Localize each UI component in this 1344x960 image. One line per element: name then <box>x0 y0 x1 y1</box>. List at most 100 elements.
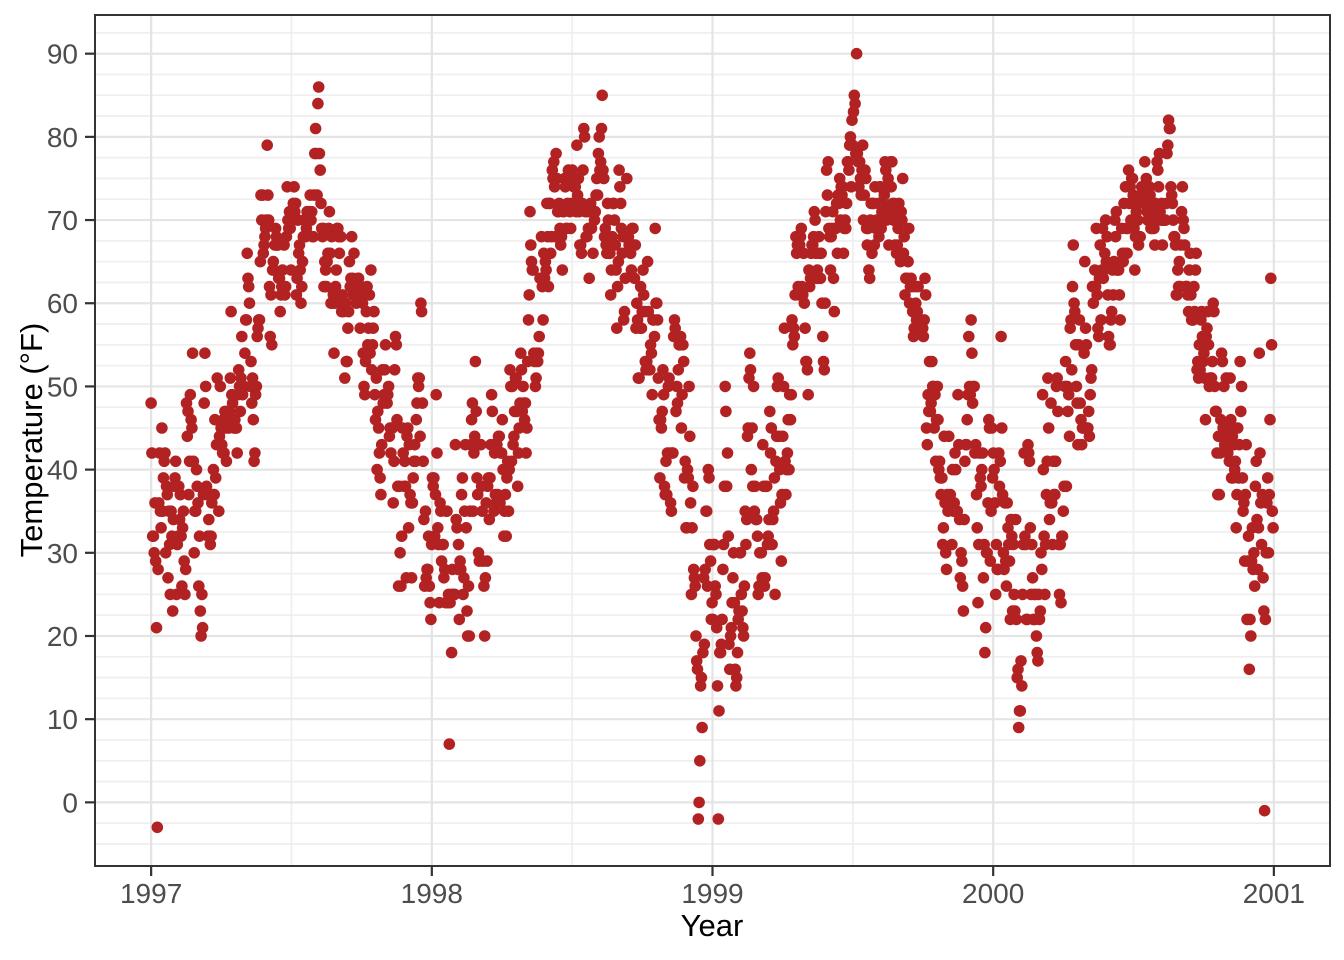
data-point <box>305 205 318 218</box>
data-point <box>413 372 426 384</box>
data-point <box>840 197 853 210</box>
data-point <box>379 339 392 351</box>
data-point <box>1248 580 1261 592</box>
data-point <box>1259 613 1272 626</box>
data-point <box>369 388 381 401</box>
data-point <box>801 364 814 376</box>
data-point <box>1036 563 1048 576</box>
data-point <box>262 214 275 226</box>
data-point <box>335 230 347 243</box>
data-point <box>307 230 320 243</box>
data-point <box>1165 189 1178 201</box>
data-point <box>183 488 195 501</box>
data-point <box>416 397 429 409</box>
data-point <box>441 505 453 517</box>
data-point <box>214 380 227 393</box>
data-point <box>578 131 591 143</box>
data-point <box>449 438 462 451</box>
data-point <box>1206 355 1219 368</box>
data-point <box>274 305 287 318</box>
data-point <box>849 97 861 110</box>
data-point <box>242 272 254 285</box>
data-point <box>1052 405 1064 418</box>
data-point <box>1176 181 1189 193</box>
data-point <box>657 364 669 376</box>
data-point <box>881 205 894 218</box>
data-point <box>1162 139 1174 151</box>
data-point <box>394 547 406 559</box>
data-point <box>1266 505 1279 517</box>
y-tick-label: 30 <box>47 538 78 569</box>
data-point <box>1231 422 1244 434</box>
data-point <box>1099 214 1112 226</box>
data-point <box>710 588 722 601</box>
data-point <box>525 239 537 251</box>
data-point <box>1225 413 1237 426</box>
data-point <box>1267 522 1279 534</box>
data-point <box>1254 447 1266 459</box>
data-point <box>767 505 780 517</box>
data-point <box>966 347 978 360</box>
data-point <box>1034 605 1047 617</box>
data-point <box>156 422 168 434</box>
data-point <box>667 447 679 459</box>
data-point <box>1026 538 1038 551</box>
data-point <box>1156 239 1169 251</box>
data-point <box>289 197 302 210</box>
data-point <box>159 447 171 459</box>
data-point <box>209 413 221 426</box>
data-point <box>885 181 897 193</box>
data-point <box>778 322 791 335</box>
data-point <box>971 522 983 534</box>
data-point <box>819 297 831 310</box>
data-point <box>414 430 426 443</box>
data-point <box>1022 438 1034 451</box>
data-point <box>749 480 761 493</box>
data-point <box>597 164 609 176</box>
data-point <box>434 497 446 509</box>
data-point <box>456 472 469 484</box>
data-point <box>230 422 243 434</box>
data-point <box>188 547 200 559</box>
data-point <box>1244 613 1256 626</box>
data-point <box>1148 222 1160 235</box>
data-point <box>924 405 937 418</box>
data-point <box>1042 422 1055 434</box>
data-point <box>320 280 333 293</box>
data-point <box>840 222 852 235</box>
data-point <box>651 297 663 310</box>
data-point <box>402 522 415 534</box>
data-point <box>956 555 968 567</box>
data-point <box>694 755 706 767</box>
data-point <box>451 522 463 534</box>
data-point <box>745 463 758 476</box>
data-point <box>744 364 757 376</box>
data-point <box>710 621 723 634</box>
data-point <box>919 289 932 301</box>
data-point <box>288 181 300 193</box>
data-point <box>713 705 725 717</box>
data-point <box>711 680 724 692</box>
data-point <box>738 580 751 592</box>
data-point <box>722 530 735 542</box>
data-point <box>972 596 984 609</box>
data-point <box>315 197 327 210</box>
data-point <box>542 280 555 293</box>
data-point <box>240 314 253 326</box>
data-point <box>765 422 778 434</box>
data-point <box>996 422 1008 434</box>
data-point <box>407 472 420 484</box>
data-point <box>839 214 851 226</box>
data-point <box>731 646 744 659</box>
data-point <box>1188 280 1200 293</box>
data-point <box>192 497 204 509</box>
x-tick-label: 1998 <box>401 878 463 909</box>
data-point <box>589 205 602 218</box>
data-point <box>511 480 524 493</box>
data-point <box>1134 230 1146 243</box>
data-point <box>708 538 721 551</box>
data-point <box>259 230 271 243</box>
data-point <box>676 388 688 401</box>
data-point <box>1049 455 1062 468</box>
data-point <box>687 563 700 576</box>
